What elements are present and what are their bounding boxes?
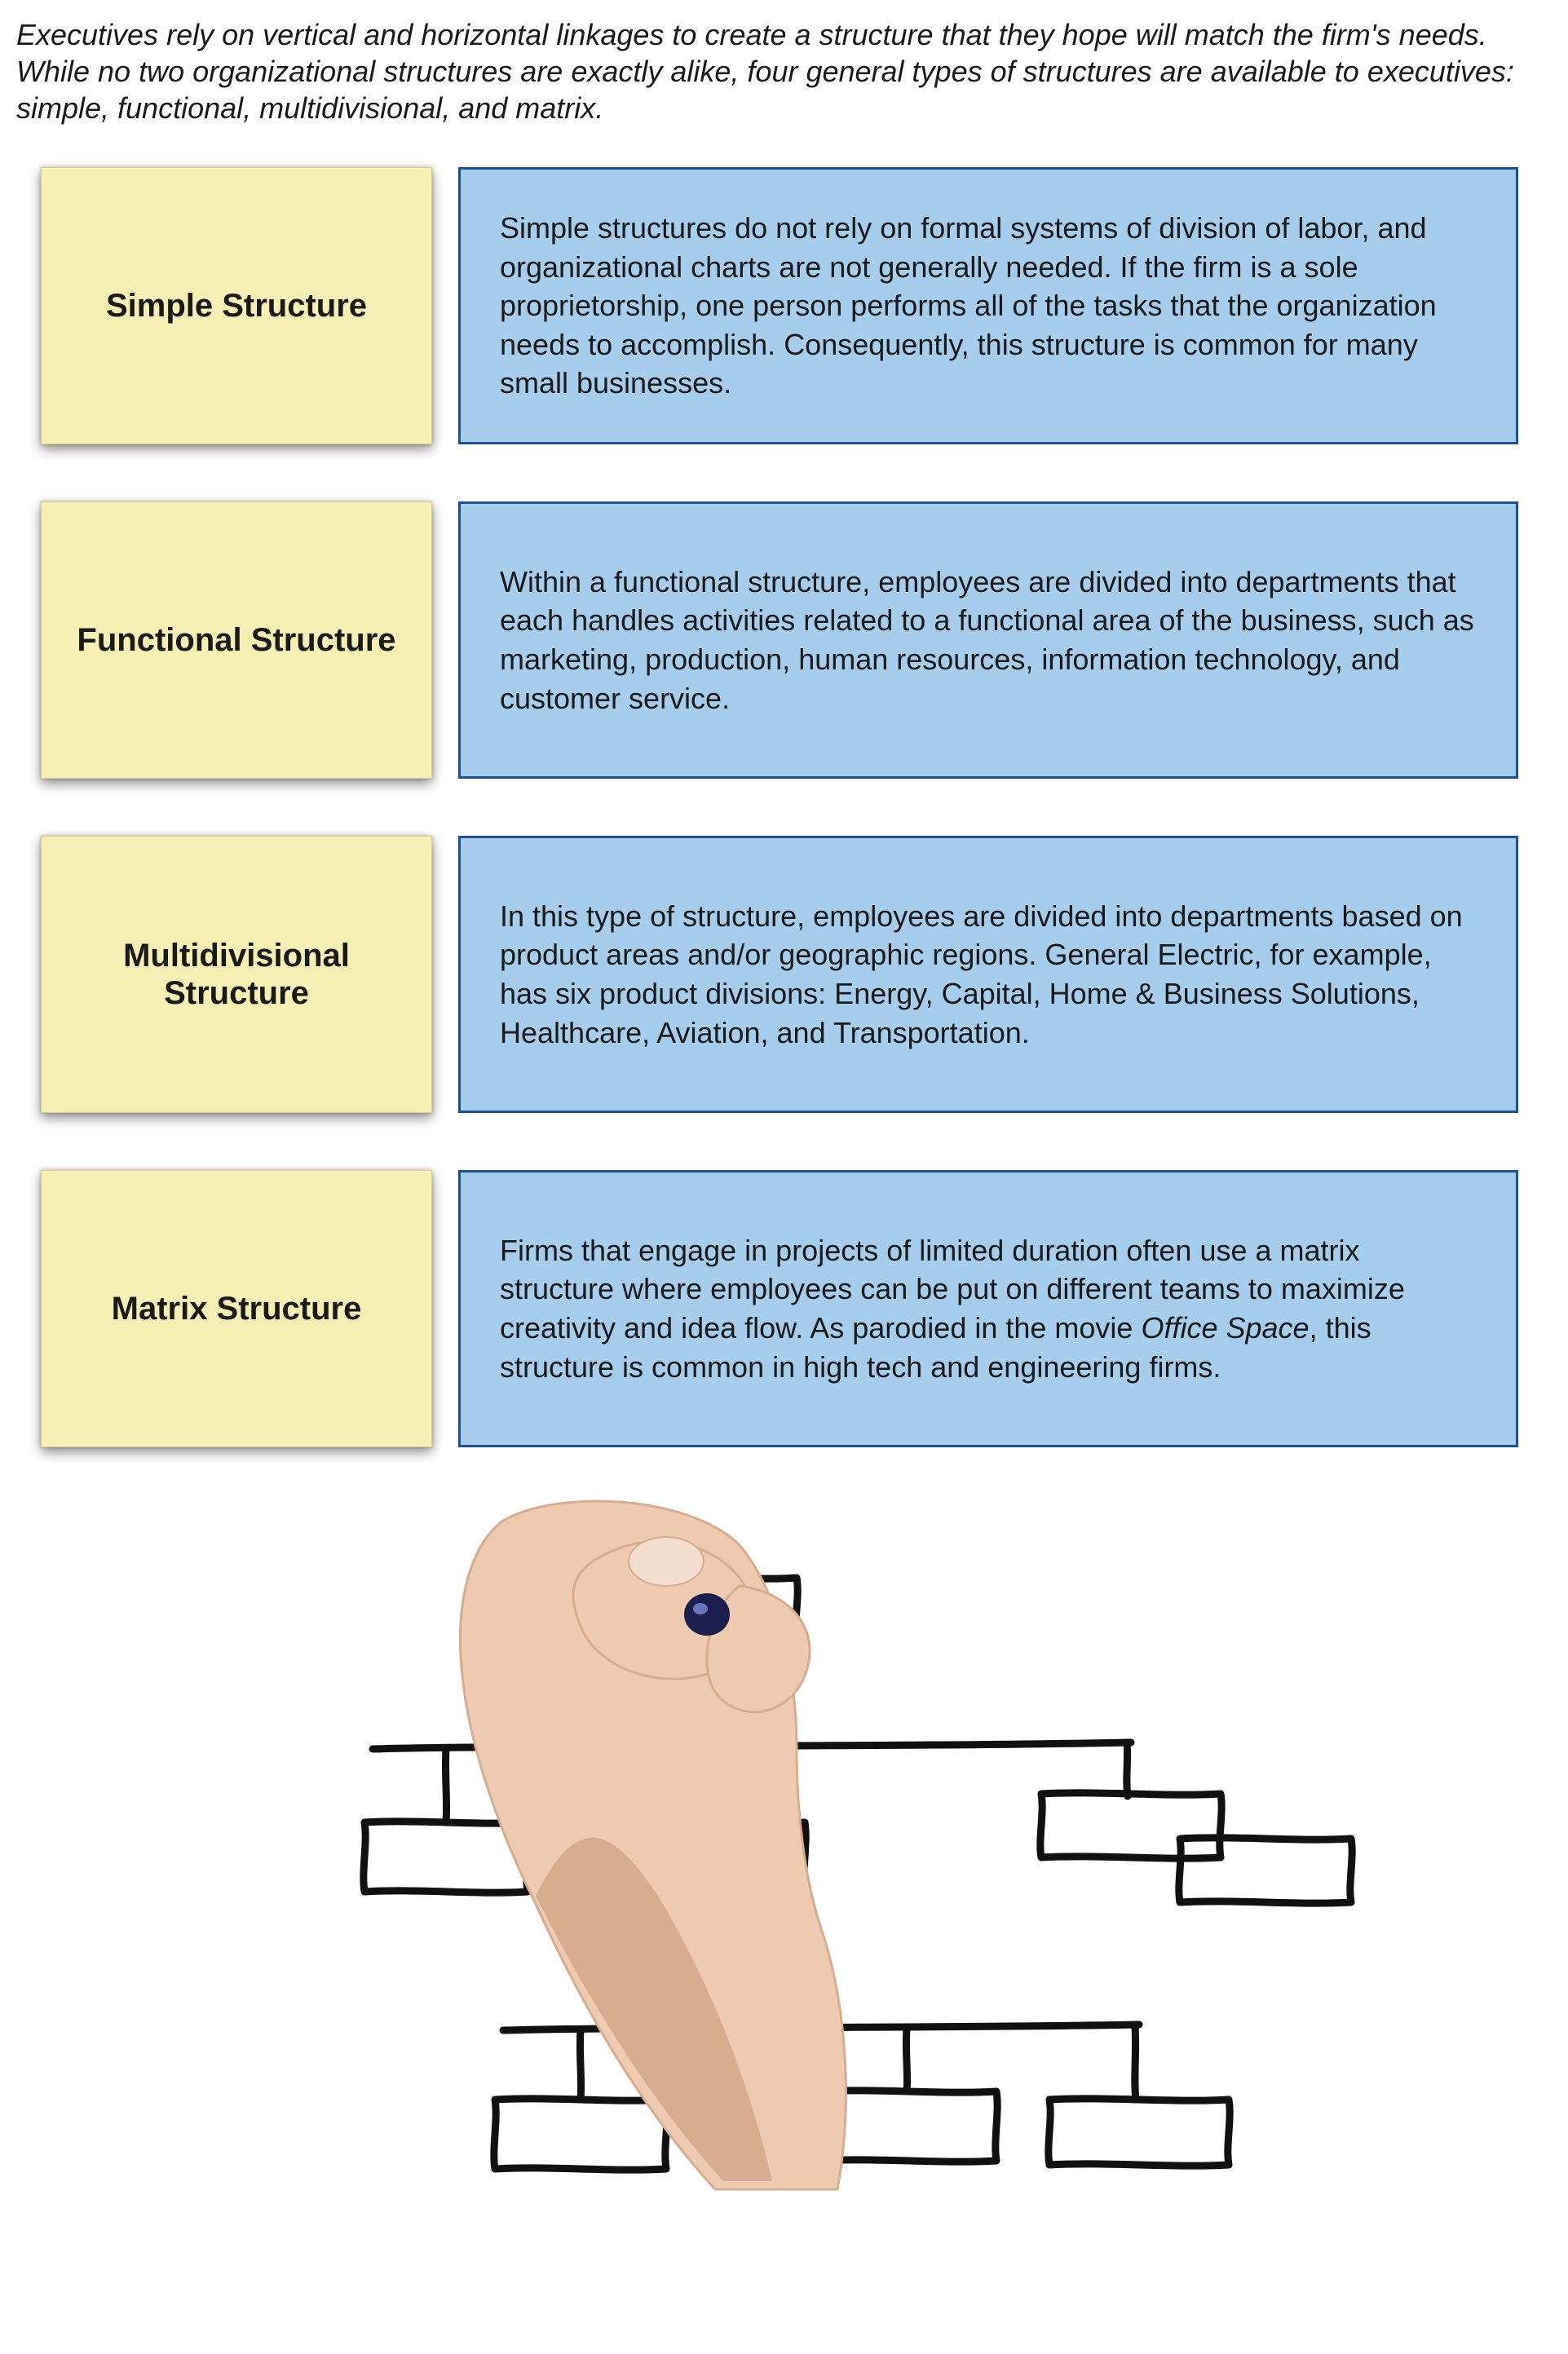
structure-description: Simple structures do not rely on formal … (500, 209, 1477, 403)
structure-desc-box: In this type of structure, employees are… (458, 836, 1518, 1113)
hand-drawing-area (16, 1472, 1552, 2287)
hand-orgchart-icon (152, 1472, 1416, 2287)
structure-title: Functional Structure (77, 621, 395, 659)
structure-desc-box: Within a functional structure, employees… (458, 501, 1518, 779)
structure-title-box: Matrix Structure (41, 1170, 432, 1447)
structure-title-box: Simple Structure (41, 167, 432, 444)
structure-description: In this type of structure, employees are… (500, 897, 1477, 1052)
structure-title-box: Multidivisional Structure (41, 836, 432, 1113)
page: Executives rely on vertical and horizont… (0, 0, 1568, 2287)
structure-title: Matrix Structure (112, 1290, 362, 1327)
structure-row: Matrix Structure Firms that engage in pr… (41, 1170, 1552, 1447)
structure-title: Multidivisional Structure (64, 937, 409, 1012)
structure-row: Simple Structure Simple structures do no… (41, 167, 1552, 444)
structure-title: Simple Structure (106, 287, 367, 325)
structure-desc-box: Simple structures do not rely on formal … (458, 167, 1518, 444)
structure-row: Functional Structure Within a functional… (41, 501, 1552, 779)
structure-row: Multidivisional Structure In this type o… (41, 836, 1552, 1113)
structure-title-box: Functional Structure (41, 501, 432, 779)
intro-paragraph: Executives rely on vertical and horizont… (16, 16, 1552, 126)
structure-description: Within a functional structure, employees… (500, 563, 1477, 718)
structure-desc-box: Firms that engage in projects of limited… (458, 1170, 1518, 1447)
structure-rows: Simple Structure Simple structures do no… (16, 167, 1552, 1447)
structure-description: Firms that engage in projects of limited… (500, 1231, 1477, 1386)
